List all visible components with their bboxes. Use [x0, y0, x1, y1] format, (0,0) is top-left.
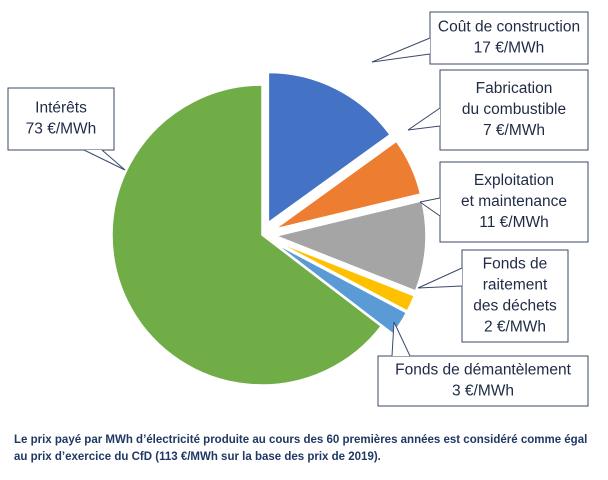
callout-box — [377, 355, 589, 407]
category-label: et maintenance — [461, 193, 567, 210]
callout-pointer — [371, 37, 431, 63]
callout-box — [7, 87, 115, 151]
callout-pointer — [393, 321, 411, 357]
value-label: 11 €/MWh — [479, 214, 549, 231]
category-label: Fonds de — [483, 256, 548, 273]
callout-pointer — [420, 198, 440, 216]
callout-pointer — [371, 53, 431, 63]
category-label: Exploitation — [474, 172, 554, 189]
callout-box — [461, 249, 569, 343]
pie-slice — [111, 84, 383, 386]
callout-pointer — [101, 149, 126, 171]
value-label: 17 €/MWh — [474, 40, 545, 57]
callout-pointer — [419, 197, 441, 203]
category-label: des déchets — [473, 298, 557, 315]
value-label: 2 €/MWh — [484, 319, 546, 336]
callout-pointer — [419, 201, 441, 217]
value-label: 73 €/MWh — [26, 121, 97, 138]
pie-slice — [267, 71, 392, 225]
callout-pointer — [391, 321, 395, 357]
category-label: Coût de construction — [438, 19, 580, 36]
category-label: raitement — [483, 277, 548, 294]
value-label: 3 €/MWh — [452, 383, 514, 400]
callout-pointer — [407, 107, 441, 131]
pie-slice — [274, 240, 416, 312]
category-label: Fonds de démantèlement — [395, 362, 571, 379]
category-label: du combustible — [462, 101, 566, 118]
footnote: au prix d’exercice du CfD (113 €/MWh sur… — [14, 451, 381, 463]
callout-pointer — [417, 285, 463, 289]
callout-box — [439, 161, 589, 243]
category-label: Fabrication — [476, 80, 553, 97]
callout-pointer — [83, 149, 126, 171]
value-label: 7 €/MWh — [483, 122, 545, 139]
category-label: Intérêts — [35, 100, 87, 117]
callout-pointer — [417, 267, 463, 289]
callout-box — [439, 69, 589, 151]
callout-pointer — [407, 125, 441, 131]
callout-box — [429, 11, 589, 65]
footnote: Le prix payé par MWh d’électricité produ… — [14, 434, 587, 446]
pie-slice — [274, 140, 422, 230]
